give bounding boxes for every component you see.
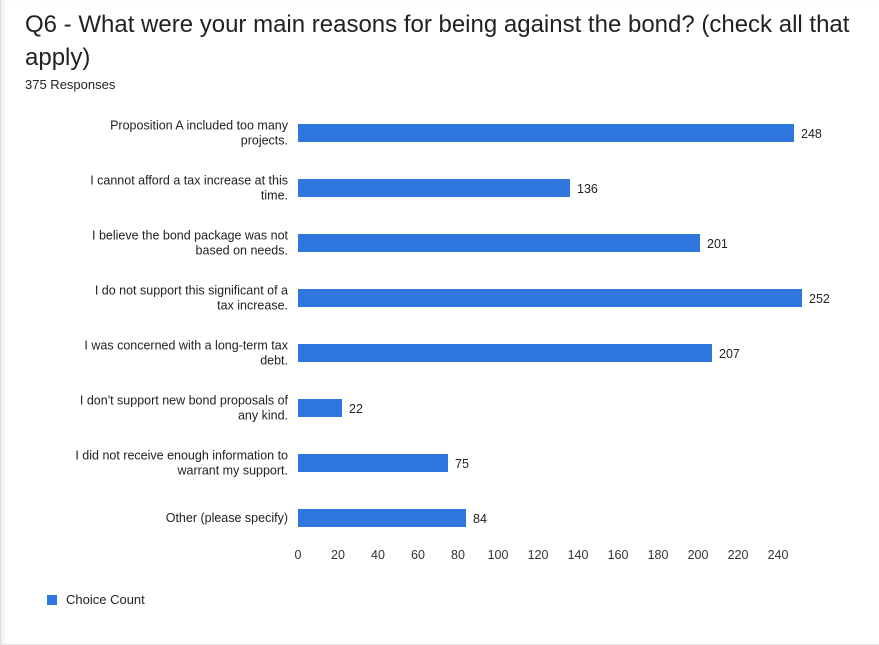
bar	[298, 234, 700, 252]
data-label: 75	[455, 457, 469, 471]
legend: Choice Count	[47, 592, 145, 607]
bar	[298, 179, 570, 197]
bar	[298, 399, 342, 417]
legend-swatch	[47, 594, 57, 605]
x-tick-label: 100	[488, 548, 509, 562]
category-label: I believe the bond package was not	[92, 229, 288, 243]
category-label: Proposition A included too many	[110, 119, 289, 133]
data-label: 84	[473, 512, 487, 526]
category-label: based on needs.	[196, 244, 288, 258]
category-label: time.	[261, 189, 288, 203]
x-tick-label: 0	[295, 548, 302, 562]
bar	[298, 344, 712, 362]
x-tick-label: 140	[568, 548, 589, 562]
data-label: 136	[577, 182, 598, 196]
x-tick-label: 220	[728, 548, 749, 562]
category-label: debt.	[260, 354, 288, 368]
category-label: I did not receive enough information to	[75, 449, 288, 463]
category-label: Other (please specify)	[166, 511, 288, 525]
x-tick-label: 80	[451, 548, 465, 562]
category-label: I was concerned with a long-term tax	[84, 339, 288, 353]
x-tick-label: 20	[331, 548, 345, 562]
bar	[298, 454, 448, 472]
bar	[298, 289, 802, 307]
category-label: I do not support this significant of a	[95, 284, 288, 298]
x-tick-label: 40	[371, 548, 385, 562]
bar	[298, 124, 794, 142]
x-tick-label: 60	[411, 548, 425, 562]
data-label: 22	[349, 402, 363, 416]
legend-label: Choice Count	[66, 592, 145, 607]
x-tick-label: 160	[608, 548, 629, 562]
bar	[298, 509, 466, 527]
category-label: tax increase.	[217, 299, 288, 313]
x-tick-label: 200	[688, 548, 709, 562]
response-count: 375 Responses	[25, 77, 116, 92]
category-label: warrant my support.	[177, 464, 288, 478]
category-label: projects.	[241, 134, 288, 148]
x-tick-label: 180	[648, 548, 669, 562]
data-label: 201	[707, 237, 728, 251]
x-tick-label: 120	[528, 548, 549, 562]
chart-title: Q6 - What were your main reasons for bei…	[25, 11, 850, 71]
data-label: 207	[719, 347, 740, 361]
category-label: I cannot afford a tax increase at this	[90, 174, 288, 188]
data-label: 248	[801, 127, 822, 141]
data-label: 252	[809, 292, 830, 306]
x-tick-label: 240	[768, 548, 789, 562]
category-label: any kind.	[238, 409, 288, 423]
category-label: I don't support new bond proposals of	[80, 394, 289, 408]
